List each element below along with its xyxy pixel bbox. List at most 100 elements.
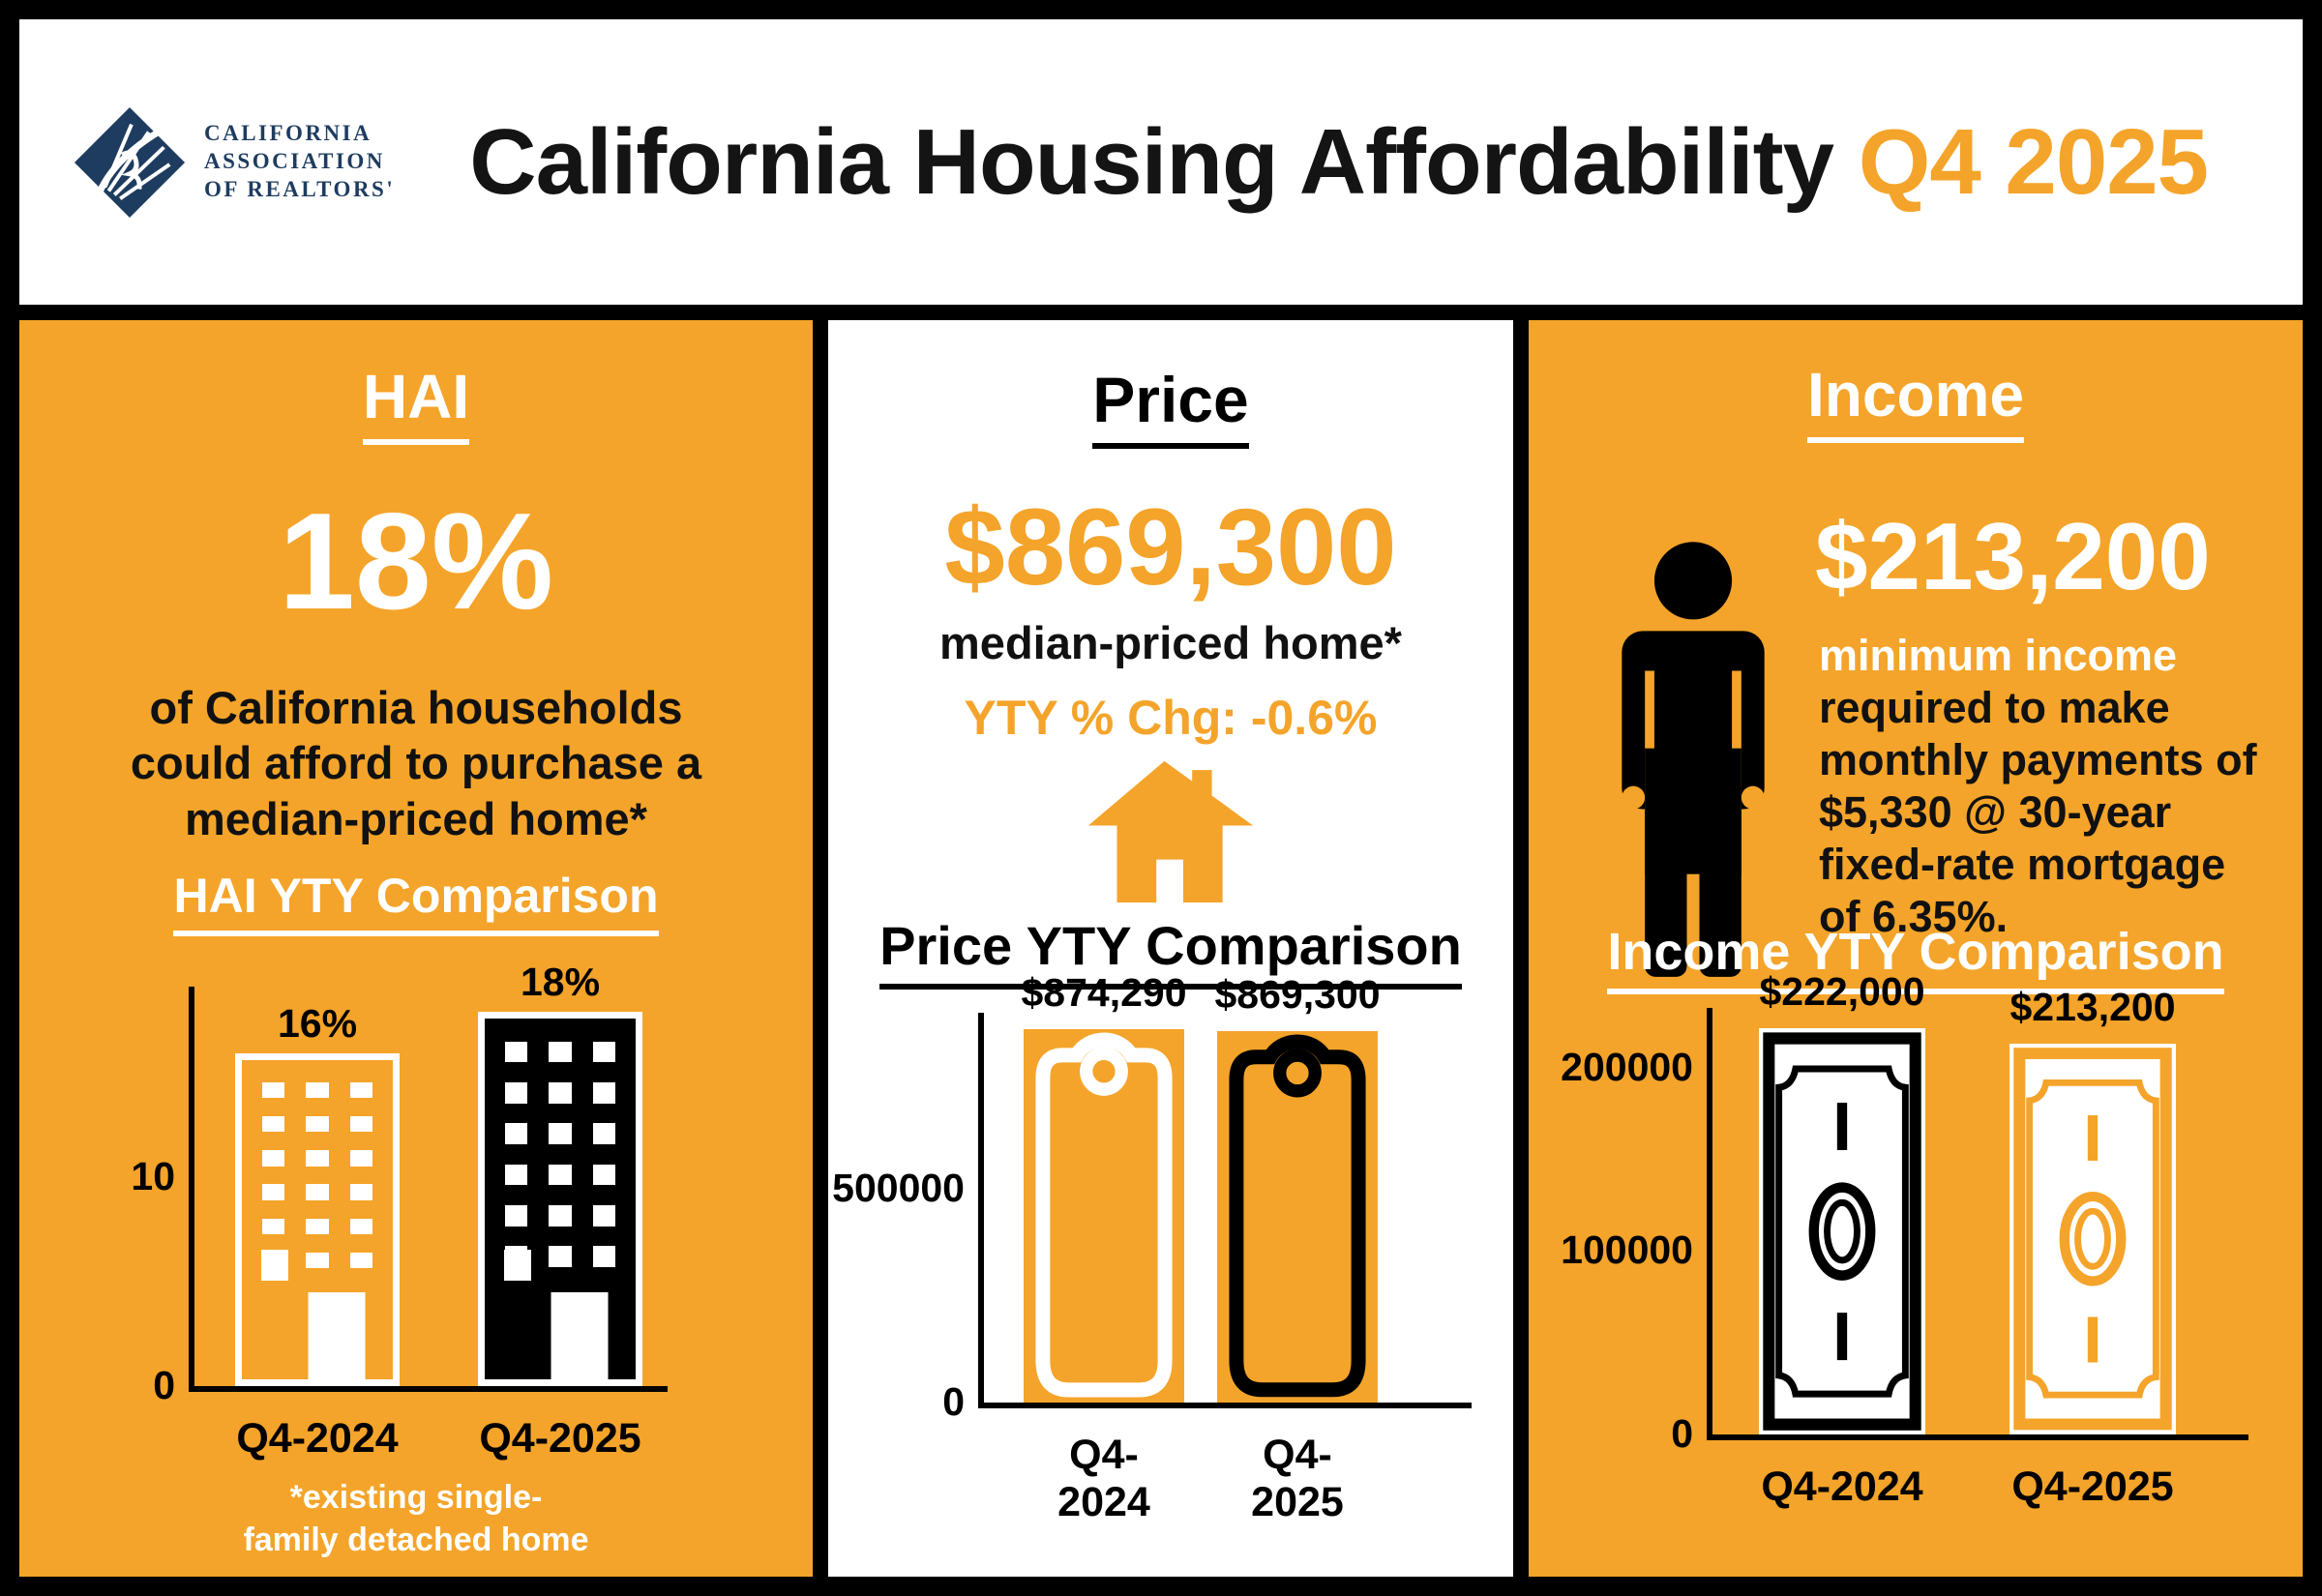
house-icon	[1082, 757, 1261, 904]
income-xlabel-q4-2024: Q4-2024	[1761, 1463, 1923, 1510]
building-window	[349, 1184, 373, 1200]
building-window	[349, 1150, 373, 1167]
building-door	[308, 1292, 366, 1379]
income-plot-area: 0 100000 200000 $222,000	[1561, 969, 2248, 1510]
building-window	[504, 1081, 528, 1104]
building-window	[549, 1081, 572, 1104]
car-logo: CALIFORNIA ASSOCIATION OF REALTORS'	[73, 105, 395, 220]
price-chart-title: Price YTY Comparison	[828, 914, 1513, 990]
building-window	[349, 1218, 373, 1234]
building-window	[549, 1041, 572, 1063]
logo-line-1: CALIFORNIA	[204, 121, 372, 146]
building-window	[349, 1252, 373, 1269]
panels-row: HAI 18% of California households could a…	[19, 320, 2303, 1577]
page-title: California Housing Affordability Q4 2025	[428, 109, 2249, 216]
logo-line-2: ASSOCIATION	[204, 149, 385, 174]
building-door	[551, 1292, 609, 1379]
building-window	[261, 1115, 285, 1133]
hai-panel: HAI 18% of California households could a…	[19, 320, 813, 1577]
income-desc-minimum-income: minimum income	[1819, 631, 2178, 680]
income-description: minimum income required to make monthly p…	[1819, 630, 2264, 943]
building-window	[504, 1250, 531, 1281]
price-plot-area: 0 500000 $874,290 Q4-2024	[832, 970, 1472, 1525]
price-bar-q4-2025: $869,300	[1214, 972, 1381, 1403]
building-window	[261, 1081, 285, 1099]
building-window	[349, 1115, 373, 1133]
price-value-label-q4-2025: $869,300	[1214, 971, 1381, 1017]
price-title: Price	[828, 363, 1513, 449]
car-logo-icon	[74, 106, 186, 218]
building-window	[306, 1115, 329, 1133]
hai-value-label-q4-2024: 16%	[277, 1000, 358, 1046]
building-windows	[257, 1079, 377, 1271]
header: CALIFORNIA ASSOCIATION OF REALTORS' Cali…	[19, 19, 2303, 305]
building-window	[504, 1041, 528, 1063]
building-window	[549, 1246, 572, 1268]
price-subhead: median-priced home*	[939, 617, 1402, 668]
building-window	[549, 1205, 572, 1227]
building-window	[306, 1184, 329, 1200]
infographic-frame: CALIFORNIA ASSOCIATION OF REALTORS' Cali…	[19, 19, 2303, 1577]
income-bar-slot-q4-2024: $222,000 Q4-2024	[1759, 969, 1925, 1510]
price-ytick-0: 0	[942, 1378, 965, 1424]
hai-chart-title: HAI YTY Comparison	[19, 868, 813, 936]
income-ytick-0: 0	[1671, 1410, 1693, 1456]
income-panel: Income $213,200 minimum income required t…	[1529, 320, 2303, 1577]
money-bill-icon	[2013, 1048, 2172, 1431]
building-window	[349, 1081, 373, 1099]
price-xlabel-q4-2025: Q4-2025	[1251, 1432, 1344, 1525]
price-xlabel-q4-2024: Q4-2024	[1057, 1432, 1150, 1525]
hai-headline: 18%	[278, 485, 554, 638]
hai-footnote: *existing single- family detached home	[243, 1479, 589, 1559]
hai-title: HAI	[19, 361, 813, 445]
building-window	[549, 1123, 572, 1145]
price-bar-slot-q4-2025: $869,300 Q4-2025	[1214, 972, 1381, 1525]
price-bar-slot-q4-2024: $874,290 Q4-2024	[1021, 970, 1187, 1525]
hai-value-label-q4-2025: 18%	[520, 959, 601, 1004]
price-bar-q4-2024: $874,290	[1021, 970, 1187, 1403]
building-window	[592, 1246, 616, 1268]
building-window	[504, 1164, 528, 1186]
building-window	[306, 1081, 329, 1099]
income-bar-q4-2025: $213,200	[2009, 985, 2176, 1434]
logo-line-3: OF REALTORS'	[204, 176, 396, 201]
hai-bar-q4-2025-building-icon: 18%	[478, 960, 642, 1386]
hai-ytick-10: 10	[131, 1154, 175, 1199]
income-ytick-200000: 200000	[1561, 1045, 1693, 1090]
income-bar-slot-q4-2025: $213,200 Q4-2025	[2009, 985, 2176, 1510]
hai-ytick-0: 0	[153, 1362, 175, 1407]
building-window	[306, 1150, 329, 1167]
money-bill-icon	[1763, 1032, 1921, 1431]
building-window	[592, 1164, 616, 1186]
building-window	[261, 1184, 285, 1200]
car-logo-text: CALIFORNIA ASSOCIATION OF REALTORS'	[204, 120, 395, 203]
income-bar-q4-2024: $222,000	[1759, 969, 1925, 1434]
hai-description: of California households could afford to…	[130, 682, 702, 844]
building-window	[306, 1218, 329, 1234]
price-tag-icon	[1229, 1034, 1366, 1398]
price-yty-change: YTY % Chg: -0.6%	[964, 691, 1378, 745]
price-headline: $869,300	[944, 487, 1397, 607]
building-window	[549, 1164, 572, 1186]
hai-xlabel-q4-2025: Q4-2025	[479, 1415, 641, 1462]
page-title-quarter: Q4 2025	[1858, 109, 2209, 214]
price-tag-icon	[1035, 1032, 1173, 1398]
building-window	[306, 1252, 329, 1269]
income-chart-title: Income YTY Comparison	[1529, 922, 2303, 994]
hai-plot-area: 0 10 16% Q4-2024 18%	[131, 960, 668, 1462]
building-window	[592, 1123, 616, 1145]
building-window	[592, 1205, 616, 1227]
building-window	[592, 1041, 616, 1063]
income-value-label-q4-2024: $222,000	[1759, 968, 1925, 1014]
price-ytick-500000: 500000	[832, 1165, 965, 1210]
income-value-label-q4-2025: $213,200	[2009, 985, 2176, 1030]
price-value-label-q4-2024: $874,290	[1021, 969, 1187, 1015]
price-panel: Price $869,300 median-priced home* YTY %…	[828, 320, 1513, 1577]
income-title: Income	[1529, 359, 2303, 443]
building-windows	[500, 1038, 620, 1271]
building-window	[261, 1150, 285, 1167]
hai-xlabel-q4-2024: Q4-2024	[236, 1415, 399, 1462]
hai-bar-slot-q4-2024: 16% Q4-2024	[235, 987, 400, 1462]
building-window	[261, 1218, 285, 1234]
income-xlabel-q4-2025: Q4-2025	[2011, 1463, 2174, 1510]
